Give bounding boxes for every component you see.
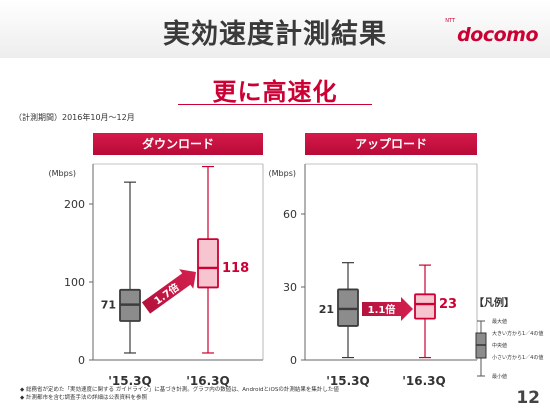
download-category-label: '16.3Q — [186, 374, 229, 388]
footnote: ◆ 計測都市を含む調査手法の詳細は公表資料を参照 — [20, 395, 147, 401]
download-tick-label: 0 — [78, 354, 85, 367]
subtitle-underline — [178, 104, 372, 105]
subtitle: 更に高速化 — [212, 78, 338, 106]
brand-ntt-label: NTT — [445, 18, 455, 24]
upload-category-label: '15.3Q — [326, 374, 369, 388]
download-box — [197, 238, 219, 289]
download-median-label: 118 — [222, 261, 249, 276]
legend-item: 小さい方から1／4の値 — [492, 354, 543, 361]
upload-tick-label: 30 — [283, 281, 297, 294]
footnote: ◆ 総務省が定めた「実効速度に関する ガイドライン」に基づき計測。グラフ内の数値… — [20, 387, 339, 393]
upload-box — [414, 293, 436, 320]
download-tick-label: 200 — [64, 198, 85, 211]
legend-item: 最小値 — [492, 373, 507, 380]
upload-panel-header: アップロード — [305, 133, 477, 155]
upload-tick-label: 60 — [283, 208, 297, 221]
upload-arrow-label: 1.1倍 — [368, 303, 396, 316]
page-number: 12 — [516, 388, 540, 408]
download-ylabel: (Mbps) — [49, 169, 76, 178]
header-band — [0, 0, 550, 58]
legend-item: 中央値 — [492, 342, 507, 349]
legend-title: 【凡例】 — [474, 296, 514, 309]
download-tick-label: 100 — [64, 276, 85, 289]
footnotes: ◆ 総務省が定めた「実効速度に関する ガイドライン」に基づき計測。グラフ内の数値… — [20, 386, 339, 402]
legend-item: 最大値 — [492, 318, 507, 325]
upload-box — [337, 288, 359, 327]
download-median-label: 71 — [101, 299, 116, 312]
page-title: 実効速度計測結果 — [163, 19, 387, 50]
upload-ylabel: (Mbps) — [269, 169, 296, 178]
download-panel-header: ダウンロード — [93, 133, 263, 155]
upload-arrow-shape — [362, 297, 413, 321]
upload-median-label: 21 — [319, 303, 334, 316]
upload-tick-label: 0 — [290, 354, 297, 367]
download-arrow-shape — [141, 269, 196, 314]
measurement-period: （計測期間）2016年10月～12月 — [14, 113, 135, 122]
download-category-label: '15.3Q — [108, 374, 151, 388]
upload-median-label: 23 — [439, 297, 457, 312]
download-growth-arrow: 1.7倍 — [141, 269, 196, 314]
docomo-logo: docomo — [457, 24, 538, 46]
upload-category-label: '16.3Q — [402, 374, 445, 388]
upload-growth-arrow: 1.1倍 — [362, 297, 413, 321]
legend-item: 大きい方から1／4の値 — [492, 330, 543, 337]
